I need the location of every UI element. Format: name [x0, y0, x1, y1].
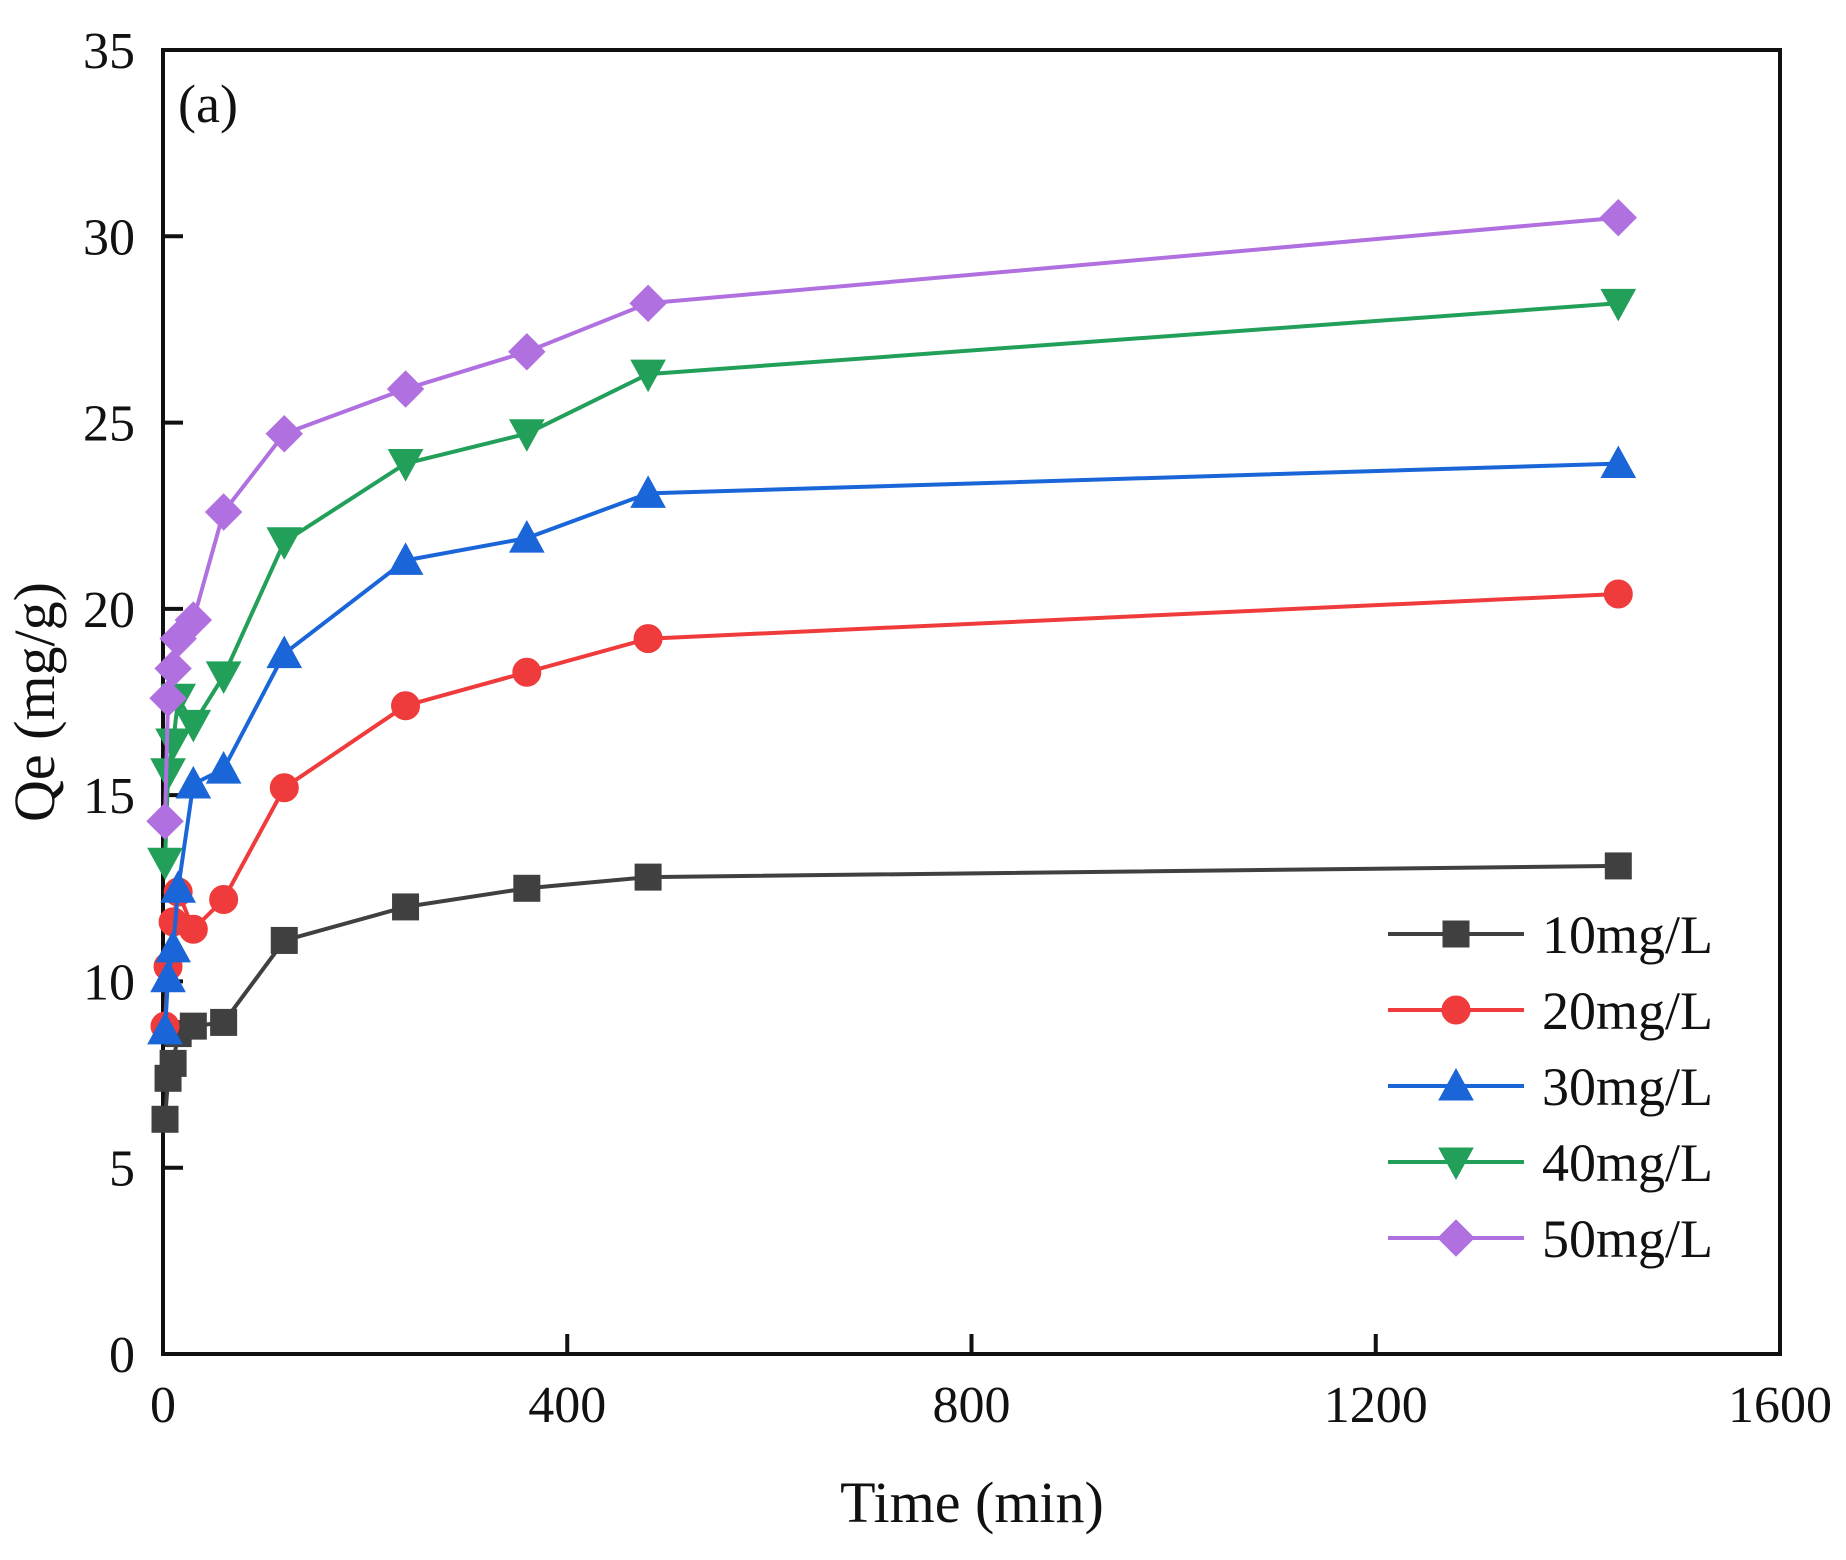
x-tick-label: 0 — [150, 1377, 176, 1434]
data-point — [513, 874, 541, 902]
data-point — [175, 709, 212, 743]
x-tick-label: 400 — [528, 1377, 606, 1434]
data-point — [155, 929, 191, 963]
series-30mg/L — [147, 445, 1637, 1045]
legend-marker — [1438, 1147, 1474, 1181]
legend-marker — [1441, 995, 1471, 1025]
data-point — [150, 959, 186, 993]
x-tick-label: 1200 — [1324, 1377, 1428, 1434]
data-point — [147, 1011, 183, 1045]
data-point — [160, 870, 197, 903]
data-point — [630, 359, 666, 393]
panel-label: (a) — [178, 74, 238, 134]
data-point — [265, 415, 303, 453]
data-point — [508, 520, 545, 553]
y-tick-label: 10 — [83, 954, 135, 1011]
y-axis-title: Qe (mg/g) — [2, 582, 67, 822]
data-point — [1600, 288, 1637, 322]
legend-label: 10mg/L — [1542, 905, 1713, 965]
data-point — [205, 661, 242, 694]
data-point — [151, 1105, 179, 1133]
series-line — [163, 215, 1619, 822]
data-point — [178, 914, 208, 944]
data-point — [508, 419, 545, 452]
data-point — [205, 751, 242, 784]
data-point — [387, 542, 424, 575]
data-point — [512, 657, 542, 687]
legend-label: 20mg/L — [1542, 981, 1713, 1041]
legend-item: 50mg/L — [1388, 1209, 1713, 1269]
y-axis: 0 5 10 15 20 25 30 35 — [83, 23, 183, 1384]
legend-marker — [1437, 1219, 1475, 1257]
data-point — [266, 527, 303, 560]
legend-item: 30mg/L — [1388, 1057, 1713, 1117]
data-point — [147, 847, 183, 881]
data-point — [204, 493, 243, 531]
data-point — [266, 635, 303, 669]
data-point — [387, 449, 424, 482]
series-40mg/L — [147, 288, 1637, 881]
series-line — [163, 592, 1619, 1027]
series-20mg/L — [150, 579, 1633, 1041]
data-point — [1600, 445, 1637, 479]
data-point — [174, 601, 213, 639]
series-line — [163, 301, 1619, 863]
data-point — [630, 475, 666, 508]
data-point — [634, 863, 662, 891]
legend-marker — [1442, 920, 1470, 948]
data-point — [629, 284, 667, 323]
series-line — [163, 461, 1619, 1031]
data-point — [209, 884, 239, 914]
series-line — [163, 863, 1619, 1120]
legend-item: 10mg/L — [1388, 905, 1713, 965]
data-point — [175, 765, 212, 799]
y-tick-label: 0 — [109, 1327, 135, 1384]
data-point — [159, 1049, 187, 1077]
data-point — [154, 649, 192, 688]
x-tick-label: 1600 — [1728, 1377, 1832, 1434]
x-axis-title: Time (min) — [840, 1470, 1104, 1535]
data-point — [391, 691, 421, 721]
y-tick-label: 15 — [83, 768, 135, 825]
data-point — [392, 893, 420, 921]
y-tick-label: 35 — [83, 23, 135, 80]
series-50mg/L — [146, 198, 1638, 840]
x-axis: 0 400 800 1200 1600 — [150, 1334, 1832, 1434]
data-point — [269, 773, 299, 803]
data-point — [1599, 198, 1638, 237]
legend-label: 50mg/L — [1542, 1209, 1713, 1269]
series-10mg/L — [151, 852, 1632, 1133]
data-point — [1604, 852, 1632, 880]
data-point — [149, 679, 187, 717]
x-tick-label: 800 — [933, 1377, 1011, 1434]
data-point — [210, 1008, 238, 1036]
series-layer — [146, 198, 1638, 1133]
legend-marker — [1438, 1067, 1474, 1101]
data-point — [179, 1012, 207, 1040]
data-point — [386, 370, 425, 408]
data-point — [508, 333, 546, 371]
data-point — [1603, 579, 1633, 609]
legend-item: 20mg/L — [1388, 981, 1713, 1041]
y-tick-label: 30 — [83, 209, 135, 266]
data-point — [146, 802, 184, 840]
data-point — [270, 926, 298, 954]
legend-label: 30mg/L — [1542, 1057, 1713, 1117]
legend: 10mg/L 20mg/L 30mg/L 40mg/L 50mg/L — [1388, 905, 1713, 1269]
y-tick-label: 20 — [83, 582, 135, 639]
legend-label: 40mg/L — [1542, 1133, 1713, 1193]
data-point — [155, 728, 191, 762]
data-point — [633, 624, 663, 654]
legend-item: 40mg/L — [1388, 1133, 1713, 1193]
y-tick-label: 25 — [83, 396, 135, 453]
y-tick-label: 5 — [109, 1141, 135, 1198]
